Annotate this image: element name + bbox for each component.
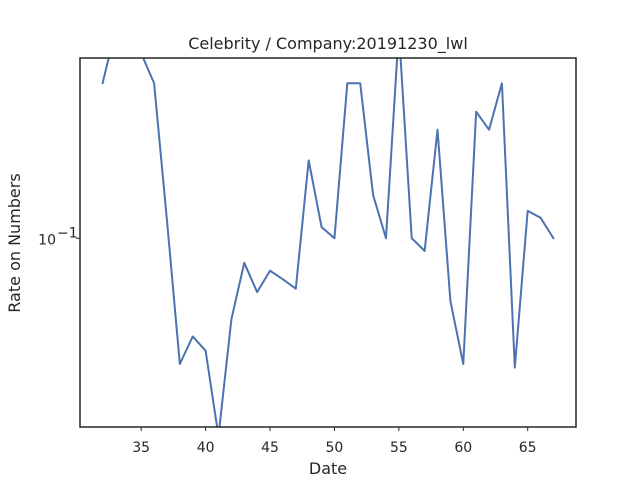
x-tick-label: 50 <box>326 440 344 456</box>
plot-frame <box>79 57 577 428</box>
y-axis-label: Rate on Numbers <box>5 173 24 312</box>
chart-title: Celebrity / Company:20191230_lwl <box>188 34 468 54</box>
x-tick-label: 35 <box>132 440 150 456</box>
x-tick-label: 55 <box>390 440 408 456</box>
y-tick-label: 10 <box>38 232 56 248</box>
x-axis-label: Date <box>309 459 347 478</box>
y-tick-base: 10 <box>38 232 56 248</box>
series-line <box>101 58 555 427</box>
x-tick-label: 40 <box>197 440 215 456</box>
y-tick-exponent: −1 <box>57 225 78 241</box>
plot-area <box>101 58 555 427</box>
x-axis: 35 40 45 50 55 60 65 <box>132 427 537 456</box>
x-tick-label: 60 <box>454 440 472 456</box>
x-tick-label: 45 <box>261 440 279 456</box>
x-tick-label: 65 <box>519 440 537 456</box>
y-axis: 10 −1 <box>38 225 80 248</box>
